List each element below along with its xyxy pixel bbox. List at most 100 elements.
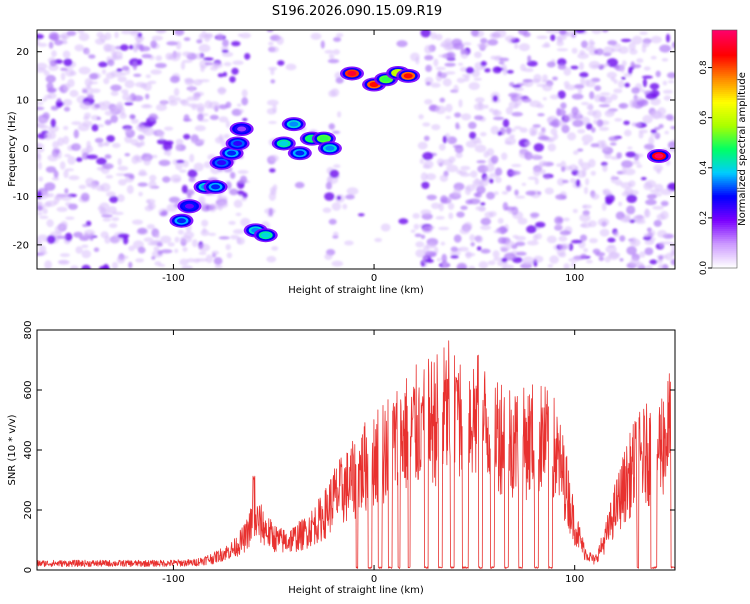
noise-blob: [557, 63, 567, 70]
noise-blob: [435, 216, 445, 220]
noise-blob: [469, 234, 476, 242]
noise-blob: [410, 229, 416, 233]
noise-blob: [151, 256, 156, 260]
noise-blob: [241, 97, 249, 106]
noise-blob: [585, 46, 597, 52]
colorbar-step: [712, 135, 737, 138]
noise-blob: [85, 49, 90, 56]
noise-blob: [131, 155, 139, 165]
noise-blob: [567, 132, 577, 141]
colorbar-step: [712, 154, 737, 158]
noise-blob: [442, 135, 447, 144]
noise-blob: [235, 212, 242, 216]
noise-blob: [431, 202, 441, 209]
noise-blob: [196, 39, 203, 44]
noise-blob: [216, 33, 224, 41]
noise-blob: [37, 190, 42, 200]
noise-blob: [39, 250, 48, 255]
noise-blob: [329, 53, 335, 60]
noise-blob: [242, 192, 248, 199]
noise-blob: [455, 152, 463, 159]
noise-blob: [526, 240, 539, 246]
noise-blob: [656, 259, 663, 264]
noise-blob: [155, 233, 160, 239]
noise-blob: [505, 106, 513, 115]
colorbar-step: [712, 264, 737, 267]
noise-blob: [601, 202, 607, 211]
noise-blob: [659, 44, 671, 53]
noise-blob: [629, 99, 637, 108]
noise-blob: [47, 92, 57, 100]
noise-blob: [333, 231, 339, 237]
noise-blob: [133, 43, 139, 52]
noise-blob: [117, 76, 127, 83]
y-tick-label: 20: [16, 47, 29, 58]
noise-blob: [94, 38, 106, 45]
noise-blob: [48, 63, 59, 71]
noise-blob: [559, 30, 567, 35]
noise-blob: [486, 148, 495, 157]
noise-blob: [179, 258, 189, 266]
noise-blob: [174, 30, 185, 36]
noise-blob: [121, 30, 133, 35]
noise-blob: [490, 155, 499, 164]
colorbar-step: [712, 180, 737, 184]
noise-blob: [498, 57, 510, 62]
noise-blob: [495, 67, 504, 71]
noise-blob: [666, 72, 675, 79]
noise-blob: [602, 189, 607, 193]
noise-blob: [324, 192, 335, 201]
x-tick-label: -100: [162, 273, 185, 284]
noise-blob: [662, 241, 673, 245]
noise-blob: [645, 199, 657, 206]
noise-blob: [165, 52, 174, 61]
spectrogram-x-axis-label: Height of straight line (km): [288, 285, 424, 296]
colorbar-step: [712, 45, 737, 49]
noise-blob: [670, 258, 675, 266]
noise-blob: [110, 237, 120, 244]
colorbar-step: [712, 133, 737, 136]
noise-blob: [604, 63, 610, 67]
noise-blob: [545, 30, 555, 34]
noise-blob: [102, 163, 114, 170]
noise-blob: [529, 100, 542, 108]
colorbar-step: [712, 196, 737, 200]
noise-blob: [83, 229, 96, 238]
noise-blob: [188, 85, 195, 93]
noise-blob: [183, 114, 190, 122]
noise-blob: [37, 211, 43, 216]
noise-blob: [90, 88, 101, 94]
noise-blob: [89, 73, 99, 80]
noise-blob: [658, 255, 664, 261]
noise-blob: [184, 77, 194, 83]
noise-blob: [659, 241, 665, 248]
noise-blob: [222, 39, 229, 47]
noise-blob: [120, 44, 129, 51]
noise-blob: [37, 153, 42, 162]
noise-blob: [619, 235, 626, 242]
colorbar-step: [712, 206, 737, 210]
noise-blob: [330, 88, 340, 97]
noise-blob: [557, 178, 565, 186]
noise-blob: [154, 261, 162, 266]
noise-blob: [67, 156, 76, 165]
noise-blob: [480, 60, 487, 67]
noise-blob: [65, 168, 75, 172]
noise-blob: [502, 202, 509, 211]
noise-blob: [465, 67, 475, 74]
noise-blob: [101, 69, 107, 75]
noise-blob: [588, 158, 596, 168]
noise-blob: [591, 30, 603, 35]
noise-blob: [327, 175, 333, 183]
noise-blob: [331, 260, 344, 267]
colorbar-step: [712, 103, 737, 106]
noise-blob: [415, 56, 420, 65]
colorbar-step: [712, 47, 737, 51]
noise-blob: [123, 127, 132, 133]
noise-blob: [134, 81, 147, 88]
noise-blob: [517, 217, 528, 225]
colorbar-step: [712, 260, 737, 263]
noise-blob: [642, 78, 648, 88]
noise-blob: [470, 242, 475, 247]
noise-blob: [461, 113, 472, 121]
